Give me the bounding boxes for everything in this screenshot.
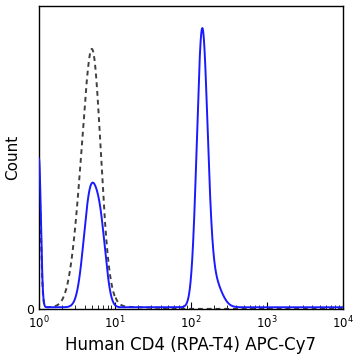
X-axis label: Human CD4 (RPA-T4) APC-Cy7: Human CD4 (RPA-T4) APC-Cy7 [65,337,316,355]
Y-axis label: Count: Count [5,135,20,180]
